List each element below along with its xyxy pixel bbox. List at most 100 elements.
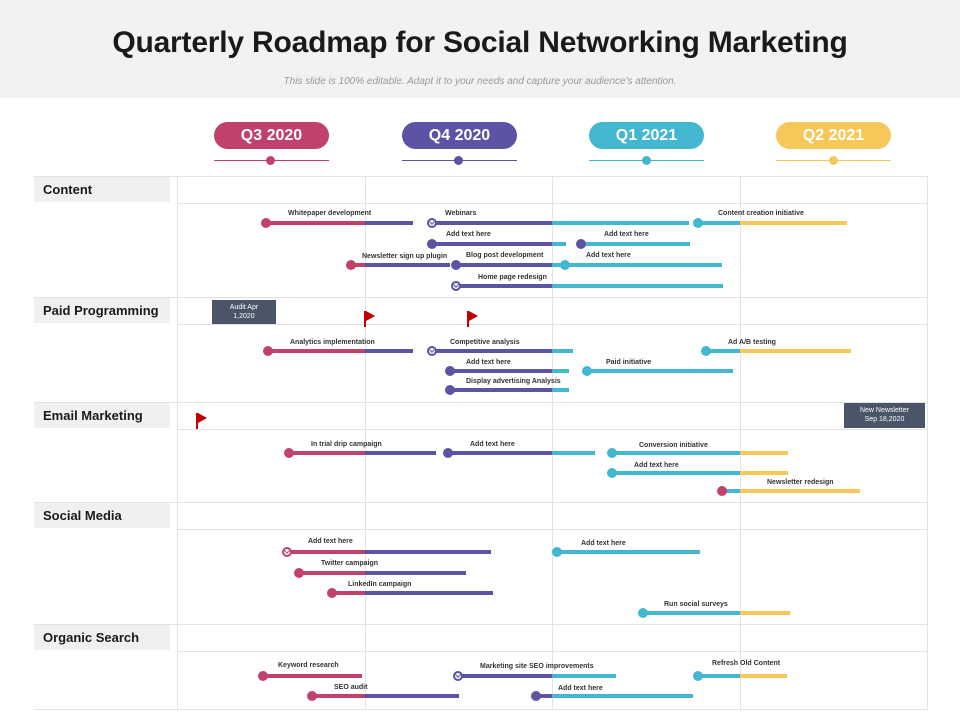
task-bar-segment bbox=[432, 349, 552, 353]
task-bar bbox=[287, 550, 491, 554]
task-bar-segment bbox=[448, 451, 552, 455]
task-bar-segment bbox=[740, 611, 790, 615]
task-bar bbox=[312, 694, 459, 698]
grid-line bbox=[927, 176, 928, 710]
task-label: Competitive analysis bbox=[450, 339, 520, 346]
task-start-dot bbox=[346, 260, 356, 270]
task-label: Newsletter sign up plugin bbox=[362, 253, 448, 260]
task-bar-segment bbox=[536, 694, 552, 698]
task-label: Add text here bbox=[604, 231, 649, 238]
task-label: Whitepaper development bbox=[288, 210, 372, 217]
milestone-audit-line2: 1,2020 bbox=[233, 313, 255, 320]
grid-line bbox=[177, 429, 928, 430]
task-bar-segment bbox=[552, 369, 569, 373]
task-label: Analytics implementation bbox=[290, 339, 375, 346]
task-bar-segment bbox=[612, 451, 740, 455]
task-start-dot bbox=[531, 691, 541, 701]
task-bar-segment bbox=[552, 388, 569, 392]
quarter-q4-2020: Q4 2020 bbox=[402, 122, 517, 149]
task-label: Ad A/B testing bbox=[728, 339, 776, 346]
task-bar bbox=[432, 221, 689, 225]
task-label: Add text here bbox=[446, 231, 491, 238]
task-label: Add text here bbox=[558, 685, 603, 692]
task-bar bbox=[698, 221, 847, 225]
task-bar bbox=[581, 242, 690, 246]
task-bar bbox=[268, 349, 413, 353]
task-label: Paid initiative bbox=[606, 359, 652, 366]
grid-line bbox=[34, 709, 928, 710]
task-bar bbox=[643, 611, 790, 615]
quarter-dot bbox=[642, 156, 651, 165]
page-subtitle: This slide is 100% editable. Adapt it to… bbox=[283, 76, 677, 87]
milestone-audit: Audit Apr 1,2020 bbox=[212, 300, 276, 324]
grid-line bbox=[740, 176, 741, 710]
chevron-down-icon bbox=[427, 346, 437, 356]
grid-line bbox=[34, 402, 928, 403]
quarter-dot bbox=[266, 156, 275, 165]
task-bar-segment bbox=[365, 349, 413, 353]
task-bar bbox=[612, 451, 788, 455]
task-bar-segment bbox=[289, 451, 365, 455]
task-bar-segment bbox=[365, 550, 491, 554]
task-bar bbox=[587, 369, 733, 373]
task-label: Add text here bbox=[470, 441, 515, 448]
task-bar-segment bbox=[643, 611, 740, 615]
task-bar-segment bbox=[552, 349, 573, 353]
category-content: Content bbox=[34, 177, 170, 202]
task-label: Webinars bbox=[445, 210, 477, 217]
task-bar-segment bbox=[266, 221, 365, 225]
grid-line bbox=[177, 176, 178, 710]
task-bar-segment bbox=[432, 242, 552, 246]
task-bar bbox=[698, 674, 787, 678]
task-start-dot bbox=[717, 486, 727, 496]
grid-line bbox=[177, 203, 928, 204]
flag-icon bbox=[364, 311, 375, 327]
task-label: Refresh Old Content bbox=[712, 660, 781, 667]
task-start-dot bbox=[638, 608, 648, 618]
task-label: Home page redesign bbox=[478, 274, 547, 281]
task-start-dot bbox=[451, 260, 461, 270]
task-bar-segment bbox=[450, 388, 552, 392]
task-start-dot bbox=[607, 468, 617, 478]
task-bar-segment bbox=[365, 221, 413, 225]
task-label: Add text here bbox=[634, 462, 679, 469]
task-bar bbox=[458, 674, 616, 678]
task-bar-segment bbox=[740, 349, 851, 353]
task-bar bbox=[612, 471, 788, 475]
task-bar-segment bbox=[740, 451, 788, 455]
task-bar-segment bbox=[552, 451, 595, 455]
chevron-down-icon bbox=[282, 547, 292, 557]
task-bar bbox=[456, 263, 566, 267]
task-label: Add text here bbox=[466, 359, 511, 366]
task-bar bbox=[456, 284, 723, 288]
task-label: Newsletter redesign bbox=[767, 479, 834, 486]
task-bar-segment bbox=[287, 550, 365, 554]
task-start-dot bbox=[576, 239, 586, 249]
task-start-dot bbox=[560, 260, 570, 270]
task-start-dot bbox=[701, 346, 711, 356]
task-bar bbox=[536, 694, 693, 698]
grid-line bbox=[34, 297, 928, 298]
task-start-dot bbox=[693, 218, 703, 228]
task-bar-segment bbox=[722, 489, 740, 493]
category-organic-search: Organic Search bbox=[34, 625, 170, 650]
page-title: Quarterly Roadmap for Social Networking … bbox=[112, 26, 848, 59]
task-bar-segment bbox=[740, 674, 787, 678]
task-bar-segment bbox=[552, 263, 566, 267]
task-start-dot bbox=[327, 588, 337, 598]
grid-line bbox=[552, 176, 553, 710]
task-start-dot bbox=[263, 346, 273, 356]
quarter-dot bbox=[454, 156, 463, 165]
grid-line bbox=[34, 624, 928, 625]
task-start-dot bbox=[307, 691, 317, 701]
header-band bbox=[0, 0, 960, 98]
task-bar bbox=[266, 221, 413, 225]
task-start-dot bbox=[294, 568, 304, 578]
task-label: Marketing site SEO improvements bbox=[480, 663, 594, 670]
quarter-q3-2020: Q3 2020 bbox=[214, 122, 329, 149]
task-bar-segment bbox=[698, 674, 740, 678]
grid-line bbox=[365, 176, 366, 710]
task-bar-segment bbox=[552, 694, 693, 698]
task-label: SEO audit bbox=[334, 684, 368, 691]
task-bar-segment bbox=[450, 369, 552, 373]
